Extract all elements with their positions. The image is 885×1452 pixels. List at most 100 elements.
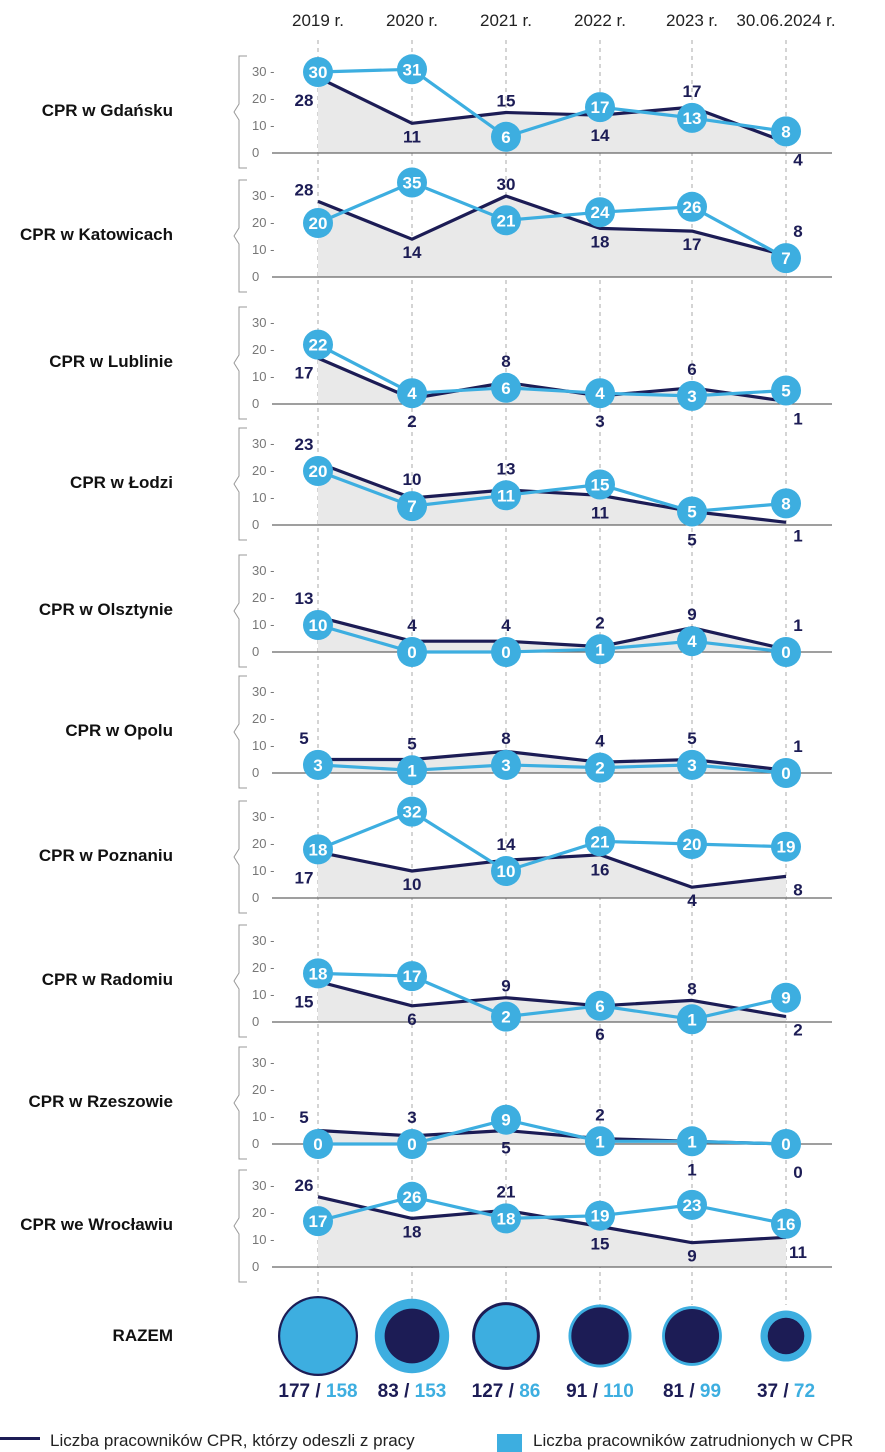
y-tick-label: 10 - bbox=[252, 369, 274, 384]
facility-label: CPR w Lublinie bbox=[49, 352, 173, 371]
left-value-label: 6 bbox=[687, 360, 696, 379]
hired-marker bbox=[491, 1203, 521, 1234]
hired-value-label: 1 bbox=[407, 761, 416, 780]
y-tick-label: 10 - bbox=[252, 738, 274, 753]
left-value-label: 2 bbox=[793, 1021, 802, 1040]
hired-marker bbox=[677, 1004, 707, 1035]
legend-left-swatch bbox=[0, 1437, 40, 1440]
hired-value-label: 35 bbox=[403, 174, 422, 193]
hired-marker bbox=[677, 626, 707, 657]
hired-value-label: 0 bbox=[781, 643, 790, 662]
hired-marker bbox=[491, 856, 521, 886]
total-hired-value: 153 bbox=[415, 1381, 447, 1402]
year-label: 2023 r. bbox=[666, 11, 718, 30]
hired-marker bbox=[397, 1181, 427, 1212]
hired-marker bbox=[397, 961, 427, 992]
year-label: 2022 r. bbox=[574, 11, 626, 30]
y-tick-label: 20 - bbox=[252, 1082, 274, 1097]
left-value-label: 14 bbox=[497, 835, 516, 854]
hired-marker bbox=[303, 958, 333, 989]
hired-value-label: 18 bbox=[497, 1209, 516, 1228]
y-tick-label: 20 - bbox=[252, 836, 274, 851]
hired-marker bbox=[397, 755, 427, 786]
left-value-label: 1 bbox=[793, 616, 802, 635]
hired-marker bbox=[491, 1001, 521, 1032]
hired-series-line bbox=[317, 971, 787, 1021]
left-value-label: 8 bbox=[501, 352, 510, 371]
y-tick-label: 0 bbox=[252, 517, 259, 532]
hired-marker bbox=[585, 634, 615, 665]
facility-label: CPR w Opolu bbox=[65, 721, 173, 740]
left-value-label: 30 bbox=[497, 175, 516, 194]
hired-marker bbox=[303, 208, 333, 238]
hired-value-label: 30 bbox=[309, 63, 328, 82]
panel-bracket bbox=[233, 55, 247, 169]
hired-value-label: 5 bbox=[781, 382, 790, 401]
total-bubble: 83 / 153 bbox=[374, 1298, 450, 1402]
facility-label: CPR w Gdańsku bbox=[42, 101, 173, 120]
hired-value-label: 0 bbox=[501, 643, 510, 662]
hired-marker bbox=[771, 982, 801, 1013]
hired-marker bbox=[585, 752, 615, 783]
left-value-label: 15 bbox=[591, 1235, 610, 1254]
left-value-label: 9 bbox=[687, 1247, 696, 1266]
hired-value-label: 0 bbox=[313, 1135, 322, 1154]
left-value-label: 8 bbox=[793, 880, 802, 899]
left-value-label: 2 bbox=[595, 613, 604, 632]
hired-value-label: 4 bbox=[407, 384, 417, 403]
hired-marker bbox=[677, 380, 707, 411]
left-value-label: 18 bbox=[403, 1222, 422, 1241]
hired-value-label: 20 bbox=[683, 835, 702, 854]
hired-value-label: 0 bbox=[407, 643, 416, 662]
left-value-label: 15 bbox=[295, 992, 314, 1011]
hired-series-line bbox=[317, 623, 787, 654]
left-value-label: 2 bbox=[407, 412, 416, 431]
hired-value-label: 18 bbox=[309, 840, 328, 859]
year-label: 2019 r. bbox=[292, 11, 344, 30]
left-value-label: 4 bbox=[407, 616, 417, 635]
hired-marker bbox=[677, 102, 707, 133]
total-value-label: 37 / 72 bbox=[757, 1381, 815, 1402]
y-tick-label: 10 - bbox=[252, 1109, 274, 1124]
hired-marker bbox=[397, 637, 427, 667]
total-left-value: 83 / bbox=[378, 1381, 415, 1402]
y-tick-label: 0 bbox=[252, 1259, 259, 1274]
y-tick-label: 30 - bbox=[252, 315, 274, 330]
total-bubble: 91 / 110 bbox=[566, 1304, 634, 1402]
hired-marker bbox=[771, 488, 801, 519]
panel-bracket bbox=[233, 1169, 247, 1283]
total-left-circle bbox=[384, 1308, 440, 1364]
left-area bbox=[318, 196, 786, 277]
legend-hired-swatch bbox=[497, 1434, 522, 1452]
left-value-label: 14 bbox=[591, 126, 610, 145]
hired-value-label: 1 bbox=[595, 640, 604, 659]
total-hired-circle bbox=[280, 1298, 356, 1374]
left-value-label: 13 bbox=[295, 589, 314, 608]
left-value-label: 9 bbox=[687, 605, 696, 624]
hired-marker bbox=[771, 831, 801, 862]
left-value-label: 5 bbox=[299, 1108, 308, 1127]
left-value-label: 3 bbox=[407, 1108, 416, 1127]
y-tick-label: 10 - bbox=[252, 118, 274, 133]
left-value-label: 5 bbox=[407, 734, 416, 753]
left-value-label: 23 bbox=[295, 435, 314, 454]
hired-value-label: 13 bbox=[683, 109, 702, 128]
hired-value-label: 10 bbox=[497, 862, 516, 881]
y-tick-label: 20 - bbox=[252, 342, 274, 357]
y-tick-label: 20 - bbox=[252, 91, 274, 106]
hired-value-label: 20 bbox=[309, 214, 328, 233]
hired-marker bbox=[397, 378, 427, 409]
total-value-label: 91 / 110 bbox=[566, 1381, 634, 1402]
total-value-label: 177 / 158 bbox=[278, 1381, 357, 1402]
hired-marker bbox=[771, 375, 801, 406]
total-value-label: 127 / 86 bbox=[472, 1381, 541, 1402]
y-tick-label: 0 bbox=[252, 396, 259, 411]
total-hired-value: 86 bbox=[519, 1381, 540, 1402]
left-value-label: 17 bbox=[683, 235, 702, 254]
left-value-label: 11 bbox=[591, 504, 609, 523]
hired-value-label: 6 bbox=[501, 128, 510, 147]
panel-bracket bbox=[233, 306, 247, 420]
y-tick-label: 30 - bbox=[252, 563, 274, 578]
